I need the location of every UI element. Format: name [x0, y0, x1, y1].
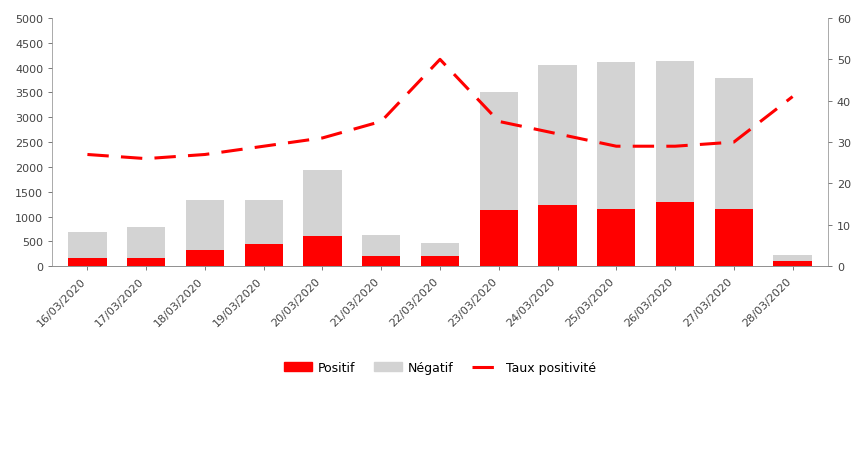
Bar: [480, 93, 518, 211]
Bar: [656, 202, 695, 267]
Bar: [598, 63, 636, 209]
Bar: [68, 259, 107, 267]
Bar: [598, 209, 636, 267]
Bar: [714, 78, 753, 210]
Legend: Positif, Négatif, Taux positivité: Positif, Négatif, Taux positivité: [279, 356, 601, 379]
Bar: [68, 232, 107, 259]
Bar: [421, 243, 459, 256]
Bar: [362, 236, 400, 256]
Bar: [362, 256, 400, 267]
Bar: [773, 261, 811, 267]
Bar: [127, 228, 165, 258]
Bar: [656, 62, 695, 202]
Bar: [303, 171, 341, 237]
Bar: [539, 65, 577, 206]
Bar: [421, 256, 459, 267]
Bar: [244, 200, 283, 244]
Bar: [186, 251, 224, 267]
Bar: [539, 206, 577, 267]
Bar: [714, 210, 753, 267]
Bar: [303, 237, 341, 267]
Bar: [127, 258, 165, 267]
Bar: [773, 256, 811, 261]
Bar: [186, 201, 224, 251]
Bar: [480, 211, 518, 267]
Bar: [244, 244, 283, 267]
